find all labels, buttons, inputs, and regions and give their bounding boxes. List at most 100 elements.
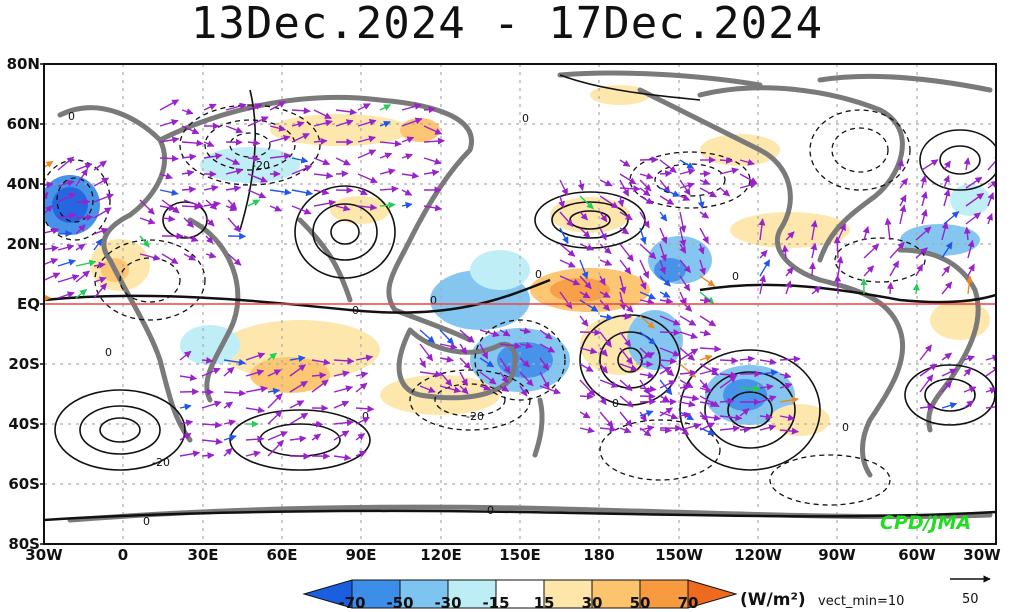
flux-vector bbox=[619, 211, 633, 221]
flux-vector bbox=[639, 211, 650, 229]
flux-vector bbox=[333, 419, 354, 427]
flux-vector bbox=[205, 217, 215, 227]
flux-vector bbox=[75, 213, 94, 221]
flux-vector bbox=[941, 380, 953, 393]
colorbar-swatch-6 bbox=[543, 579, 593, 609]
flux-vector bbox=[245, 406, 265, 414]
flux-vector bbox=[423, 169, 440, 177]
lon-label: 120W bbox=[734, 546, 782, 564]
flux-vector bbox=[559, 179, 569, 196]
flux-vector bbox=[558, 195, 565, 209]
flux-vector bbox=[499, 371, 509, 384]
flux-vector bbox=[699, 400, 718, 408]
flux-vector bbox=[619, 173, 637, 185]
vector-min-label: vect_min=10 bbox=[818, 594, 905, 609]
flux-vector bbox=[139, 253, 161, 261]
flux-vector bbox=[401, 201, 413, 209]
flux-vector bbox=[659, 227, 668, 245]
flux-vector bbox=[619, 347, 633, 365]
flux-vector bbox=[223, 401, 234, 409]
flux-vector bbox=[203, 152, 223, 160]
flux-vector bbox=[459, 343, 468, 355]
flux-vector bbox=[920, 191, 928, 207]
flux-vector bbox=[739, 181, 758, 189]
lat-label: 80S bbox=[8, 535, 40, 553]
flux-vector bbox=[963, 400, 974, 409]
flux-vector bbox=[519, 327, 532, 335]
svg-text:0: 0 bbox=[105, 346, 112, 359]
flux-vector bbox=[205, 251, 217, 259]
flux-vector bbox=[179, 419, 194, 427]
flux-vector bbox=[245, 385, 268, 393]
flux-vector bbox=[639, 291, 656, 300]
flux-vector bbox=[785, 231, 795, 241]
flux-vector bbox=[311, 358, 331, 366]
flux-vector bbox=[921, 159, 939, 171]
flux-vector bbox=[439, 355, 454, 363]
flux-vector bbox=[44, 272, 61, 281]
flux-vector bbox=[379, 140, 402, 148]
flux-vector bbox=[679, 275, 691, 292]
flux-vector bbox=[863, 243, 880, 259]
flux-vector bbox=[203, 140, 215, 147]
tick-marks bbox=[40, 63, 44, 545]
flux-vector bbox=[679, 259, 692, 274]
flux-vector bbox=[559, 275, 581, 286]
flux-vector bbox=[659, 315, 681, 326]
flux-vector bbox=[313, 137, 328, 145]
flux-vector bbox=[639, 172, 654, 180]
flux-vector bbox=[965, 176, 983, 189]
flux-vector bbox=[719, 157, 733, 165]
colorbar-tick: 30 bbox=[581, 594, 603, 612]
flux-vector bbox=[333, 400, 350, 409]
flux-vector bbox=[639, 259, 650, 279]
flux-vector bbox=[419, 385, 436, 393]
flux-vector bbox=[401, 172, 420, 179]
flux-vector bbox=[719, 371, 738, 379]
flux-vector bbox=[699, 422, 716, 431]
flux-vector bbox=[247, 139, 261, 147]
flux-vector bbox=[619, 426, 632, 434]
flux-vector bbox=[44, 205, 53, 215]
lat-label: 80N bbox=[6, 55, 40, 73]
flux-vector bbox=[57, 291, 75, 299]
flux-vector bbox=[579, 363, 594, 373]
flux-vector bbox=[599, 347, 608, 357]
flux-vector bbox=[759, 274, 767, 295]
flux-vector bbox=[943, 160, 951, 171]
flux-vector bbox=[619, 185, 641, 193]
flux-vector bbox=[889, 260, 900, 277]
flux-vector bbox=[659, 195, 675, 205]
lon-label: 60E bbox=[266, 546, 298, 564]
flux-vector bbox=[93, 261, 106, 269]
flux-vector bbox=[739, 173, 758, 184]
flux-vector bbox=[639, 379, 651, 395]
flux-vector bbox=[659, 329, 681, 337]
flux-vector bbox=[779, 414, 796, 422]
flux-vector bbox=[579, 243, 595, 251]
flux-vector bbox=[659, 259, 667, 275]
flux-vector bbox=[479, 343, 489, 360]
flux-vector bbox=[639, 187, 651, 197]
flux-vector bbox=[679, 348, 699, 361]
flux-vector bbox=[659, 179, 671, 194]
svg-text:0: 0 bbox=[487, 504, 494, 517]
flux-vector bbox=[419, 343, 434, 362]
flux-vector bbox=[57, 244, 75, 251]
flux-vector bbox=[941, 368, 957, 377]
flux-vector bbox=[985, 406, 996, 409]
flux-vector bbox=[335, 119, 354, 127]
lon-label: 120E bbox=[420, 546, 462, 564]
flux-vector bbox=[599, 299, 611, 312]
flux-vector bbox=[333, 385, 354, 393]
colorbar-tick: 70 bbox=[677, 594, 699, 612]
flux-vector bbox=[759, 249, 768, 259]
flux-vector bbox=[967, 263, 975, 277]
flux-vector bbox=[699, 170, 711, 178]
flux-vector bbox=[579, 259, 589, 280]
svg-text:-20: -20 bbox=[252, 159, 270, 172]
lat-label: 40S bbox=[8, 415, 40, 433]
colorbar-tick: 50 bbox=[629, 594, 651, 612]
flux-vector bbox=[699, 367, 720, 375]
flux-vector bbox=[619, 379, 633, 392]
